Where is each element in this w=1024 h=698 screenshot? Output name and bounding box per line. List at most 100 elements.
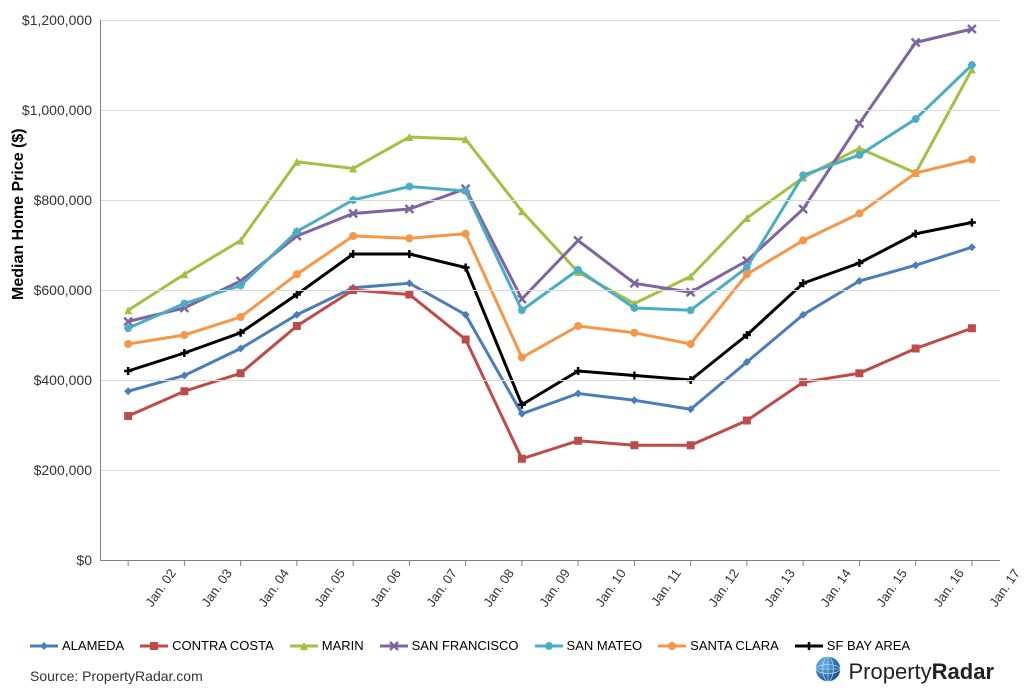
marker-star: [687, 306, 695, 314]
marker-star: [237, 282, 245, 290]
legend-swatch: [290, 640, 318, 652]
marker-star: [630, 304, 638, 312]
x-tick-label: Jan. 07: [424, 566, 461, 610]
x-tick-label: Jan. 12: [705, 566, 742, 610]
gridline: [100, 380, 1000, 381]
brand-text-bold: Radar: [932, 659, 994, 684]
globe-icon: [814, 655, 842, 688]
y-tick-label: $600,000: [34, 282, 92, 298]
marker-square: [743, 417, 751, 425]
legend-label: ALAMEDA: [62, 638, 124, 653]
marker-square: [518, 455, 526, 463]
legend-label: MARIN: [322, 638, 364, 653]
marker-square: [293, 322, 301, 330]
marker-star: [124, 324, 132, 332]
marker-x: [799, 205, 807, 213]
marker-square: [968, 324, 976, 332]
gridline: [100, 200, 1000, 201]
marker-star: [293, 228, 301, 236]
y-tick-label: $200,000: [34, 462, 92, 478]
marker-circle: [743, 270, 751, 278]
x-tick-label: Jan. 17: [986, 566, 1023, 610]
marker-star: [855, 151, 863, 159]
plot-area: $0$200,000$400,000$600,000$800,000$1,000…: [100, 20, 1000, 560]
marker-square: [855, 369, 863, 377]
gridline: [100, 470, 1000, 471]
marker-circle: [668, 642, 676, 650]
x-tick-label: Jan. 16: [930, 566, 967, 610]
marker-square: [405, 291, 413, 299]
legend-swatch: [795, 640, 823, 652]
marker-square: [630, 441, 638, 449]
marker-circle: [237, 313, 245, 321]
marker-x: [855, 120, 863, 128]
legend: ALAMEDACONTRA COSTAMARINSAN FRANCISCOSAN…: [30, 638, 1000, 653]
marker-circle: [968, 156, 976, 164]
legend-item-alameda: ALAMEDA: [30, 638, 124, 653]
x-tick-label: Jan. 05: [311, 566, 348, 610]
x-tick-label: Jan. 04: [255, 566, 292, 610]
marker-square: [462, 336, 470, 344]
x-tick-label: Jan. 13: [761, 566, 798, 610]
marker-plus: [124, 367, 132, 375]
gridline: [100, 290, 1000, 291]
x-tick-label: Jan. 02: [142, 566, 179, 610]
marker-star: [462, 187, 470, 195]
marker-diamond: [124, 387, 132, 395]
gridline: [100, 20, 1000, 21]
y-tick-label: $0: [76, 552, 92, 568]
marker-square: [150, 642, 158, 650]
marker-diamond: [630, 396, 638, 404]
marker-diamond: [574, 390, 582, 398]
series-line-marin: [128, 70, 972, 311]
marker-star: [518, 306, 526, 314]
marker-star: [968, 61, 976, 69]
legend-item-santa-clara: SANTA CLARA: [658, 638, 779, 653]
marker-triangle: [300, 642, 308, 650]
marker-star: [405, 183, 413, 191]
marker-x: [390, 642, 398, 650]
series-line-contra-costa: [128, 290, 972, 459]
marker-plus: [462, 264, 470, 272]
marker-circle: [855, 210, 863, 218]
marker-x: [574, 237, 582, 245]
marker-square: [124, 412, 132, 420]
y-axis: [100, 20, 101, 560]
marker-star: [574, 266, 582, 274]
x-tick-label: Jan. 09: [536, 566, 573, 610]
marker-star: [799, 171, 807, 179]
x-tick-label: Jan. 15: [874, 566, 911, 610]
marker-diamond: [968, 243, 976, 251]
legend-label: SAN FRANCISCO: [412, 638, 519, 653]
y-tick-label: $800,000: [34, 192, 92, 208]
legend-label: SAN MATEO: [567, 638, 643, 653]
marker-plus: [405, 250, 413, 258]
brand-logo: PropertyRadar: [814, 655, 994, 688]
marker-circle: [630, 329, 638, 337]
marker-circle: [687, 340, 695, 348]
y-axis-label: Median Home Price ($): [10, 128, 28, 300]
marker-circle: [518, 354, 526, 362]
marker-circle: [293, 270, 301, 278]
x-tick-label: Jan. 10: [592, 566, 629, 610]
chart-container: Median Home Price ($) $0$200,000$400,000…: [0, 0, 1024, 698]
gridline: [100, 110, 1000, 111]
legend-swatch: [535, 640, 563, 652]
x-tick-label: Jan. 08: [480, 566, 517, 610]
x-axis: [100, 560, 1000, 561]
marker-circle: [574, 322, 582, 330]
marker-circle: [180, 331, 188, 339]
marker-diamond: [40, 642, 48, 650]
legend-swatch: [380, 640, 408, 652]
marker-star: [180, 300, 188, 308]
legend-item-san-mateo: SAN MATEO: [535, 638, 643, 653]
marker-plus: [805, 642, 813, 650]
marker-circle: [462, 230, 470, 238]
legend-item-marin: MARIN: [290, 638, 364, 653]
marker-square: [574, 437, 582, 445]
marker-square: [180, 387, 188, 395]
legend-label: SF BAY AREA: [827, 638, 910, 653]
x-tick-label: Jan. 14: [817, 566, 854, 610]
marker-circle: [124, 340, 132, 348]
marker-square: [237, 369, 245, 377]
